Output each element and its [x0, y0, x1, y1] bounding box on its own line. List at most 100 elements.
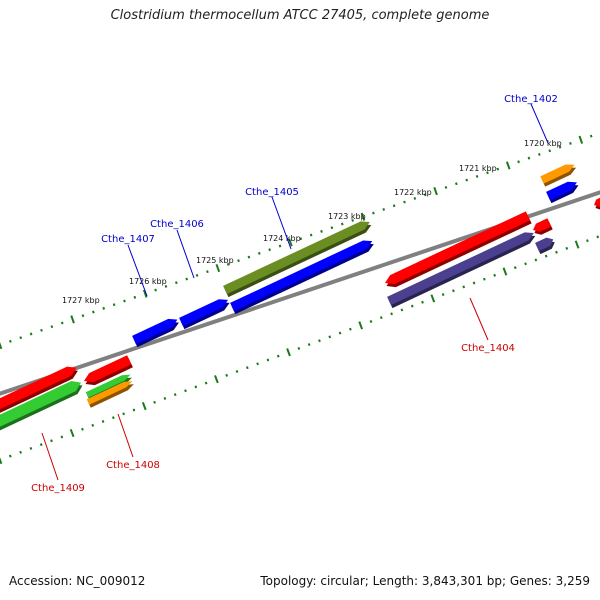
ruler-minor-tick [379, 316, 383, 320]
feature-blue-cds-1407[interactable] [132, 318, 178, 345]
ruler-label: 1726 kbp [129, 277, 167, 286]
ruler-minor-tick [589, 134, 593, 138]
ruler-minor-tick [544, 254, 548, 258]
ruler-minor-tick [482, 277, 486, 281]
ruler-minor-tick [204, 381, 208, 385]
ruler-label: 1722 kbp [394, 188, 432, 197]
ruler-minor-tick [328, 335, 332, 339]
ruler-minor-tick [39, 443, 43, 447]
ruler-minor-tick [524, 262, 527, 266]
feature-olive-cds[interactable] [223, 221, 370, 295]
ruler-major-tick [69, 428, 75, 438]
ruler-major-tick [505, 161, 511, 170]
ruler-minor-tick [235, 370, 239, 373]
ruler-major-tick [430, 294, 436, 303]
ruler-minor-tick [91, 423, 95, 427]
ruler-minor-tick [534, 258, 538, 262]
ruler-minor-tick [256, 362, 259, 366]
ruler-minor-tick [19, 450, 22, 454]
ruler-minor-tick [472, 281, 476, 285]
ruler-minor-tick [307, 343, 311, 347]
gene-label: Cthe_1408 [106, 460, 160, 471]
ruler-minor-tick [276, 354, 280, 358]
ruler-label: 1725 kbp [196, 256, 234, 265]
ruler-minor-tick [164, 284, 168, 288]
ruler-minor-tick [206, 270, 209, 274]
ruler-minor-tick [40, 328, 43, 332]
feature-green-cds-1409[interactable] [0, 381, 81, 428]
ruler-minor-tick [586, 239, 589, 243]
feature-blue-cds-1405[interactable] [230, 240, 373, 312]
ruler-minor-tick [340, 222, 344, 226]
feature-red-cds-left[interactable] [0, 366, 77, 411]
gene-label: Cthe_1402 [504, 94, 558, 105]
ruler-minor-tick [493, 273, 497, 277]
ruler-label: 1721 kbp [459, 164, 497, 173]
ruler-minor-tick [410, 304, 414, 308]
ruler-major-tick [286, 348, 291, 357]
gene-leader-line [530, 103, 549, 144]
ruler-label: 1723 kbp [328, 212, 366, 221]
ruler-label: 1720 kbp [524, 139, 562, 148]
ruler-minor-tick [565, 246, 569, 250]
feature-red-small[interactable] [533, 218, 552, 232]
feature-blue-cds-1406[interactable] [179, 299, 229, 327]
feature-purple-small[interactable] [535, 237, 554, 252]
ruler-minor-tick [81, 427, 84, 431]
ruler-major-tick [358, 321, 364, 330]
ruler-minor-tick [465, 178, 469, 182]
gene-label: Cthe_1404 [461, 343, 515, 354]
ruler-minor-tick [174, 281, 178, 285]
feature-orange-1402[interactable] [540, 164, 575, 184]
ruler-minor-tick [8, 454, 12, 458]
ruler-minor-tick [338, 331, 342, 335]
gene-label: Cthe_1406 [150, 219, 204, 230]
ruler-minor-tick [133, 295, 137, 299]
accession-label: Accession: NC_009012 [9, 574, 146, 588]
ruler-minor-tick [102, 306, 106, 310]
ruler-minor-tick [555, 250, 558, 254]
ruler-minor-tick [245, 366, 249, 370]
ruler-minor-tick [81, 314, 85, 318]
feature-blue-1402[interactable] [546, 181, 577, 201]
ruler-major-tick [360, 212, 366, 221]
ruler-minor-tick [19, 336, 23, 340]
ruler-major-tick [0, 457, 3, 465]
feature-green-cds-1408[interactable] [85, 374, 131, 398]
feature-red-cds-1404[interactable] [385, 211, 531, 285]
feature-purple-cds-1404[interactable] [387, 232, 534, 306]
ruler-minor-tick [423, 193, 427, 197]
ruler-minor-tick [50, 439, 53, 443]
ruler-minor-tick [455, 182, 458, 186]
feature-red-cds-left-2[interactable] [84, 355, 132, 383]
ruler-minor-tick [92, 310, 95, 314]
ruler-major-tick [215, 263, 221, 273]
ruler-minor-tick [123, 299, 126, 303]
gene-leader-line [117, 413, 134, 458]
gene-label: Cthe_1409 [31, 483, 85, 494]
ruler-minor-tick [558, 145, 562, 149]
ruler-minor-tick [475, 174, 479, 178]
genome-summary: Topology: circular; Length: 3,843,301 bp… [260, 574, 590, 588]
ruler-minor-tick [194, 385, 198, 389]
ruler-minor-tick [548, 149, 552, 153]
feature-orange-1408[interactable] [86, 381, 133, 405]
feature-red-edge[interactable] [594, 195, 600, 207]
ruler-minor-tick [382, 207, 386, 211]
ruler-label: 1727 kbp [62, 296, 100, 305]
ruler-minor-tick [413, 196, 417, 200]
gene-label: Cthe_1405 [245, 187, 299, 198]
feature-orange-1408-shadow [88, 384, 134, 408]
ruler-major-tick [142, 289, 148, 298]
ruler-minor-tick [513, 266, 517, 270]
ruler-minor-tick [112, 303, 116, 307]
ruler-minor-tick [226, 262, 230, 266]
ruler-minor-tick [163, 396, 167, 400]
ruler-minor-tick [185, 277, 189, 281]
ruler-minor-tick [60, 435, 64, 439]
ruler-minor-tick [247, 255, 251, 259]
ruler-minor-tick [309, 233, 313, 237]
gene-leader-line [271, 196, 292, 250]
ruler-minor-tick [390, 312, 393, 316]
